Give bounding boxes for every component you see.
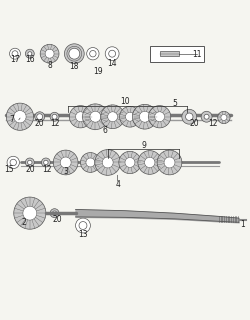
Circle shape	[120, 106, 140, 127]
Circle shape	[37, 114, 43, 120]
Circle shape	[126, 112, 134, 121]
Circle shape	[138, 151, 162, 174]
Circle shape	[69, 48, 80, 59]
Circle shape	[25, 49, 34, 58]
Circle shape	[90, 51, 96, 57]
Circle shape	[119, 151, 141, 173]
Circle shape	[23, 206, 37, 220]
Circle shape	[148, 106, 171, 128]
Text: 1: 1	[240, 220, 245, 229]
Text: 9: 9	[141, 141, 146, 150]
Circle shape	[132, 104, 157, 129]
Text: 20: 20	[190, 119, 199, 128]
Circle shape	[10, 48, 20, 59]
Circle shape	[7, 156, 20, 169]
Text: 3: 3	[63, 167, 68, 176]
Circle shape	[90, 111, 101, 122]
Circle shape	[14, 197, 46, 229]
Circle shape	[102, 157, 113, 168]
Text: 15: 15	[4, 165, 14, 174]
Text: 18: 18	[70, 61, 79, 70]
Circle shape	[44, 160, 48, 165]
Circle shape	[186, 113, 193, 120]
Circle shape	[64, 44, 84, 64]
Circle shape	[14, 110, 26, 123]
Circle shape	[79, 221, 87, 229]
Circle shape	[76, 218, 90, 233]
Text: 20: 20	[35, 119, 44, 128]
Text: 5: 5	[172, 99, 177, 108]
Text: 20: 20	[52, 215, 62, 224]
Polygon shape	[160, 51, 180, 56]
Circle shape	[204, 114, 209, 119]
Circle shape	[201, 111, 212, 122]
Circle shape	[28, 160, 32, 165]
Text: 13: 13	[78, 230, 88, 239]
Circle shape	[95, 150, 120, 175]
Text: 19: 19	[93, 67, 102, 76]
Circle shape	[101, 105, 124, 129]
Circle shape	[157, 150, 182, 175]
Text: 12: 12	[42, 165, 52, 174]
Circle shape	[40, 44, 59, 63]
Text: 16: 16	[25, 55, 35, 64]
Text: 20: 20	[25, 165, 35, 174]
Circle shape	[52, 114, 57, 119]
Circle shape	[25, 158, 34, 167]
Circle shape	[53, 150, 78, 175]
Text: 6: 6	[103, 126, 108, 135]
Text: 4: 4	[115, 180, 120, 189]
Circle shape	[164, 157, 175, 168]
Circle shape	[35, 112, 45, 122]
Circle shape	[108, 112, 118, 122]
Circle shape	[42, 158, 50, 167]
Circle shape	[50, 209, 59, 218]
Circle shape	[182, 109, 197, 124]
Circle shape	[10, 159, 16, 166]
Circle shape	[87, 47, 99, 60]
Text: 14: 14	[107, 59, 117, 68]
Circle shape	[221, 115, 227, 120]
Bar	[150, 46, 204, 62]
Circle shape	[76, 112, 86, 122]
Circle shape	[125, 157, 135, 167]
Circle shape	[82, 104, 108, 130]
Circle shape	[86, 158, 95, 167]
Text: 12: 12	[50, 119, 59, 128]
Circle shape	[52, 211, 57, 215]
Circle shape	[80, 153, 100, 172]
Circle shape	[70, 106, 92, 128]
Circle shape	[45, 49, 54, 58]
Text: 17: 17	[10, 55, 20, 64]
Circle shape	[139, 111, 150, 122]
Circle shape	[109, 50, 116, 57]
Text: 11: 11	[192, 50, 202, 59]
Circle shape	[155, 112, 164, 122]
Text: 10: 10	[120, 97, 130, 107]
Circle shape	[105, 47, 119, 60]
Circle shape	[28, 52, 32, 56]
Circle shape	[50, 112, 59, 121]
Text: 12: 12	[208, 119, 218, 128]
Circle shape	[218, 111, 230, 124]
Text: 8: 8	[47, 61, 52, 70]
Circle shape	[12, 51, 18, 57]
Text: 2: 2	[21, 218, 26, 227]
Circle shape	[6, 103, 34, 130]
Circle shape	[144, 157, 155, 168]
Text: 7: 7	[9, 115, 14, 124]
Circle shape	[60, 157, 71, 168]
